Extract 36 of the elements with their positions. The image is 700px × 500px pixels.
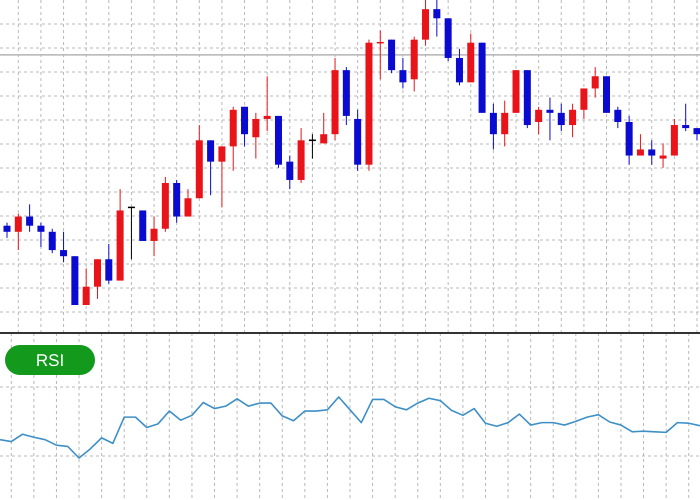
candlestick: [558, 103, 565, 132]
candlestick: [26, 204, 34, 232]
candlestick: [693, 128, 700, 141]
candlestick: [490, 103, 497, 150]
candlestick: [636, 134, 644, 156]
candlestick: [14, 213, 22, 251]
chart-title: RSI: [36, 351, 64, 370]
candlestick: [184, 188, 192, 218]
candlestick: [308, 134, 316, 160]
candlestick: [48, 228, 56, 254]
candlestick: [569, 103, 576, 138]
candlestick: [660, 142, 667, 168]
candlestick: [546, 97, 554, 141]
candlestick: [3, 222, 11, 238]
candlestick: [128, 206, 135, 260]
candlestick: [320, 112, 328, 144]
candlestick: [433, 0, 440, 38]
candlestick: [264, 76, 271, 132]
candlestick: [580, 88, 588, 120]
candlestick: [37, 222, 44, 248]
candlestick: [207, 140, 214, 196]
candlestick: [60, 231, 68, 263]
candlestick: [105, 244, 112, 284]
candlestick: [218, 146, 226, 208]
candlestick: [399, 57, 406, 89]
candlestick: [592, 66, 599, 98]
candlestick: [82, 268, 90, 306]
candlestick: [682, 103, 690, 132]
candlestick: [150, 216, 158, 257]
candlestick: [614, 106, 622, 129]
candlestick: [501, 100, 508, 147]
candlestick: [252, 112, 260, 160]
candlestick: [286, 155, 294, 190]
candlestick: [535, 106, 542, 135]
candlestick: [648, 140, 656, 166]
candlestick: [376, 30, 384, 80]
